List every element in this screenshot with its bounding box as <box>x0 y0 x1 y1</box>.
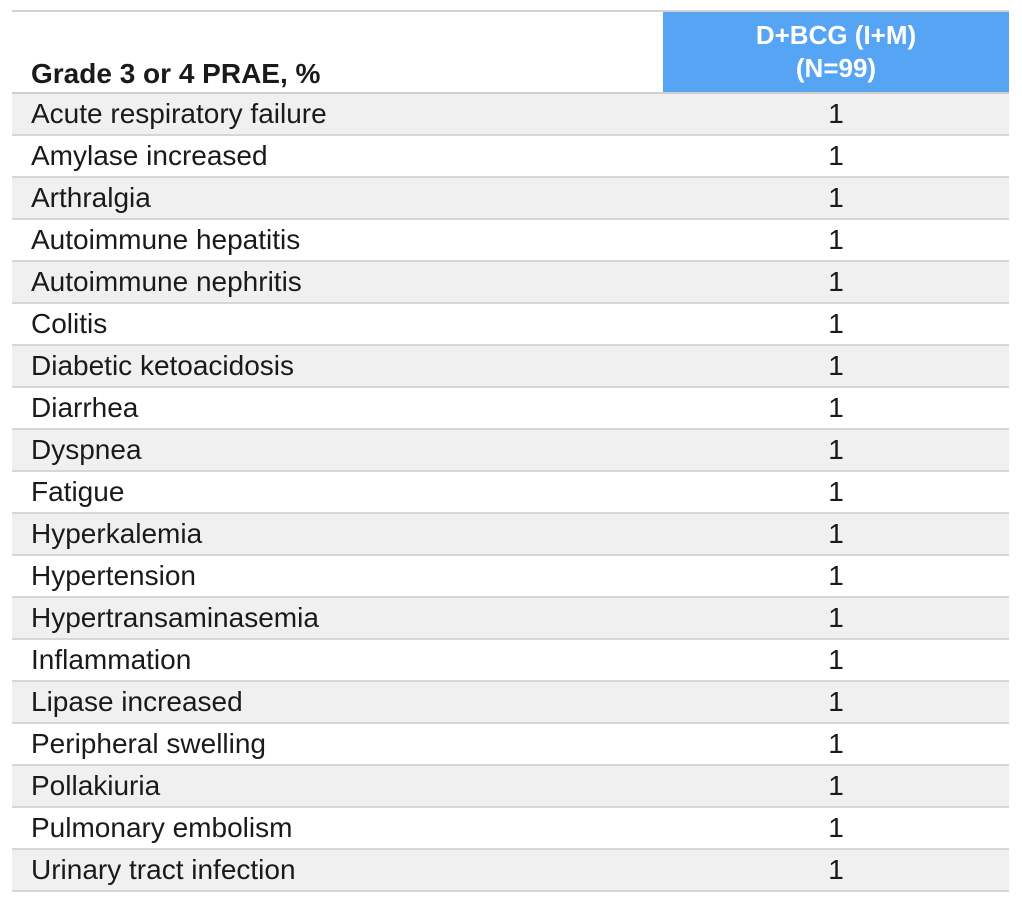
table-row: Inflammation 1 <box>12 640 1009 682</box>
table-row: Hypertransaminasemia 1 <box>12 598 1009 640</box>
row-label: Colitis <box>31 308 108 339</box>
row-value: 1 <box>828 686 844 717</box>
row-value: 1 <box>828 140 844 171</box>
row-value: 1 <box>828 770 844 801</box>
row-value: 1 <box>828 224 844 255</box>
header-label: Grade 3 or 4 PRAE, % <box>31 58 321 89</box>
row-value: 1 <box>828 350 844 381</box>
row-label: Pulmonary embolism <box>31 812 293 843</box>
table-row: Autoimmune nephritis 1 <box>12 262 1009 304</box>
table-row: Diarrhea 1 <box>12 388 1009 430</box>
table-row: Dyspnea 1 <box>12 430 1009 472</box>
table-row: Diabetic ketoacidosis 1 <box>12 346 1009 388</box>
prae-table: Grade 3 or 4 PRAE, % D+BCG (I+M) (N=99) … <box>12 10 1009 892</box>
table-row: Pollakiuria 1 <box>12 766 1009 808</box>
table-header: Grade 3 or 4 PRAE, % D+BCG (I+M) (N=99) <box>12 12 1009 94</box>
table-row: Amylase increased 1 <box>12 136 1009 178</box>
row-label: Autoimmune nephritis <box>31 266 302 297</box>
row-value: 1 <box>828 98 844 129</box>
table-row: Colitis 1 <box>12 304 1009 346</box>
row-label: Diabetic ketoacidosis <box>31 350 295 381</box>
row-value: 1 <box>828 560 844 591</box>
row-label: Autoimmune hepatitis <box>31 224 301 255</box>
column-header-line1: D+BCG (I+M) <box>755 20 917 50</box>
row-label: Pollakiuria <box>31 770 161 801</box>
row-label: Urinary tract infection <box>31 854 296 885</box>
row-label: Diarrhea <box>31 392 139 423</box>
row-label: Inflammation <box>31 644 192 675</box>
row-value: 1 <box>828 266 844 297</box>
row-label: Hypertension <box>31 560 196 591</box>
row-label: Fatigue <box>31 476 125 507</box>
table-body: Acute respiratory failure 1 Amylase increa… <box>12 94 1009 892</box>
table-row: Hypertension 1 <box>12 556 1009 598</box>
table-row: Peripheral swelling 1 <box>12 724 1009 766</box>
row-value: 1 <box>828 518 844 549</box>
row-label: Peripheral swelling <box>31 728 267 759</box>
row-label: Dyspnea <box>31 434 142 465</box>
row-label: Hyperkalemia <box>31 518 203 549</box>
table-row: Lipase increased 1 <box>12 682 1009 724</box>
row-value: 1 <box>828 728 844 759</box>
row-value: 1 <box>828 476 844 507</box>
table-row: Arthralgia 1 <box>12 178 1009 220</box>
row-value: 1 <box>828 182 844 213</box>
row-value: 1 <box>828 812 844 843</box>
row-value: 1 <box>828 308 844 339</box>
row-value: 1 <box>828 392 844 423</box>
table-row: Pulmonary embolism 1 <box>12 808 1009 850</box>
table-row: Fatigue 1 <box>12 472 1009 514</box>
column-header-treatment: D+BCG (I+M) (N=99) <box>663 12 1009 92</box>
row-value: 1 <box>828 602 844 633</box>
table-row: Urinary tract infection 1 <box>12 850 1009 892</box>
column-header-line2: (N=99) <box>795 53 877 83</box>
row-label: Arthralgia <box>31 182 151 213</box>
table-row: Acute respiratory failure 1 <box>12 94 1009 136</box>
row-value: 1 <box>828 644 844 675</box>
table-row: Hyperkalemia 1 <box>12 514 1009 556</box>
table-row: Autoimmune hepatitis 1 <box>12 220 1009 262</box>
row-label: Amylase increased <box>31 140 268 171</box>
row-label: Lipase increased <box>31 686 243 717</box>
row-value: 1 <box>828 434 844 465</box>
top-rule <box>12 10 1009 12</box>
row-label: Hypertransaminasemia <box>31 602 319 633</box>
row-value: 1 <box>828 854 844 885</box>
row-label: Acute respiratory failure <box>31 98 327 129</box>
